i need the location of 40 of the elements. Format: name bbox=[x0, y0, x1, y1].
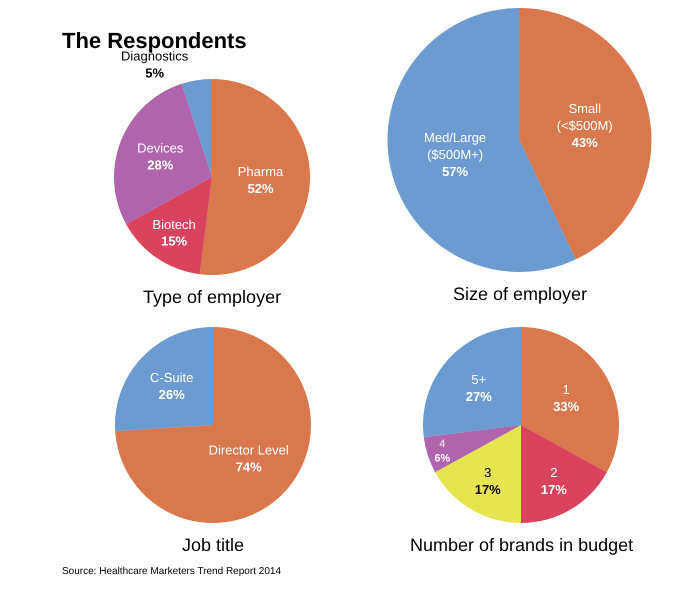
slice-label: Director Level bbox=[208, 442, 289, 458]
pie-slice bbox=[115, 327, 311, 523]
slice-label: Med/Large ($500M+) bbox=[424, 130, 486, 162]
data-label: 17% bbox=[474, 482, 502, 497]
source-note: Source: Healthcare Marketers Trend Report 2014 bbox=[62, 566, 282, 577]
slice-label: C-Suite bbox=[150, 370, 194, 386]
data-label: 15% bbox=[161, 234, 188, 249]
pie-slice bbox=[115, 327, 213, 432]
data-label: 57% bbox=[442, 164, 469, 179]
slice-label: 4 bbox=[439, 438, 446, 450]
text: Number of brands in budget bbox=[410, 535, 634, 555]
text: Type of employer bbox=[143, 287, 282, 307]
pie-slice bbox=[423, 327, 521, 438]
slice-label: 2 bbox=[550, 464, 558, 480]
chart-title: The Respondents bbox=[62, 28, 247, 53]
slice-label: Pharma bbox=[238, 164, 284, 180]
slice-label: 1 bbox=[562, 382, 570, 398]
slice-label: Small (<$500M) bbox=[556, 101, 613, 133]
pie-slice bbox=[435, 425, 521, 523]
data-label: 43% bbox=[572, 134, 598, 150]
data-label: 74% bbox=[236, 459, 262, 474]
pie-slice bbox=[521, 425, 607, 523]
data-label: 6% bbox=[434, 452, 451, 464]
slice-label: Devices bbox=[137, 140, 184, 156]
pie-slice bbox=[520, 8, 652, 260]
data-label: 26% bbox=[158, 387, 186, 402]
pie-slice bbox=[126, 177, 212, 274]
data-label: 5% bbox=[145, 66, 164, 81]
text: Job title bbox=[182, 535, 244, 555]
data-label: 28% bbox=[147, 158, 174, 173]
slice-label: Biotech bbox=[152, 216, 196, 232]
pie-slice bbox=[182, 79, 212, 177]
slice-label: 3 bbox=[484, 464, 492, 480]
text: Size of employer bbox=[453, 284, 588, 304]
slice-label: 5+ bbox=[471, 372, 486, 388]
pie-slice bbox=[200, 79, 310, 275]
data-label: 17% bbox=[540, 482, 568, 497]
data-label: 33% bbox=[553, 399, 580, 414]
data-label: 27% bbox=[466, 388, 492, 404]
data-label: 52% bbox=[248, 181, 274, 196]
